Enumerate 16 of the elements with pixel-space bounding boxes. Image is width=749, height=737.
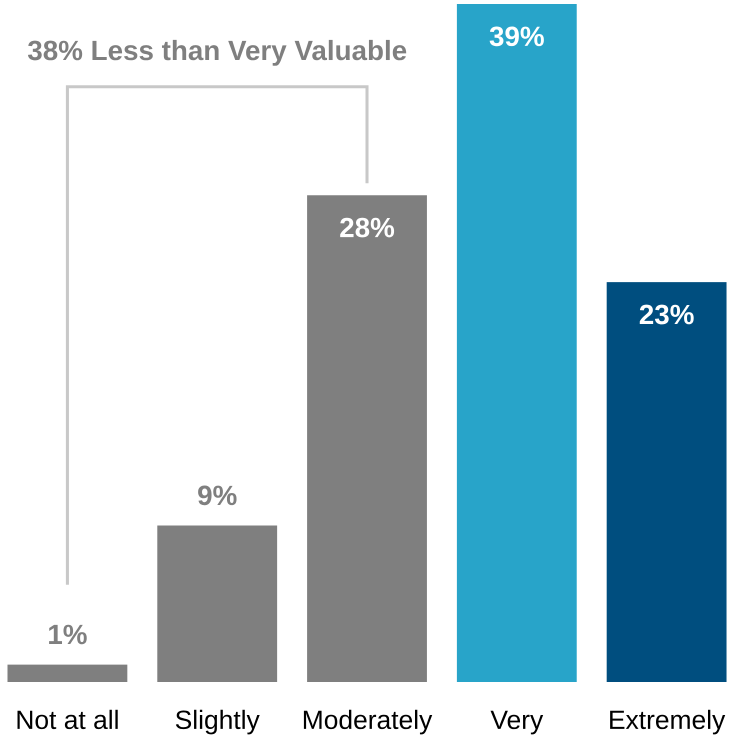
data-label: 39% — [490, 26, 544, 46]
data-label: 1% — [49, 624, 87, 644]
data-label: 9% — [198, 486, 237, 506]
x-tick-label: Moderately — [304, 710, 432, 734]
bar — [606, 282, 727, 682]
bar — [456, 4, 577, 682]
x-tick-label: Not at all — [18, 710, 118, 730]
x-tick-label: Slightly — [176, 710, 260, 734]
annotation: 38% Less than Very Valuable — [28, 40, 406, 66]
data-label: 23% — [640, 304, 694, 324]
bar — [7, 664, 128, 682]
bar — [307, 195, 427, 682]
x-tick-label: Very — [490, 710, 544, 734]
data-label: 28% — [340, 218, 394, 238]
bar — [157, 526, 278, 682]
x-tick-label: Extremely — [610, 710, 726, 734]
